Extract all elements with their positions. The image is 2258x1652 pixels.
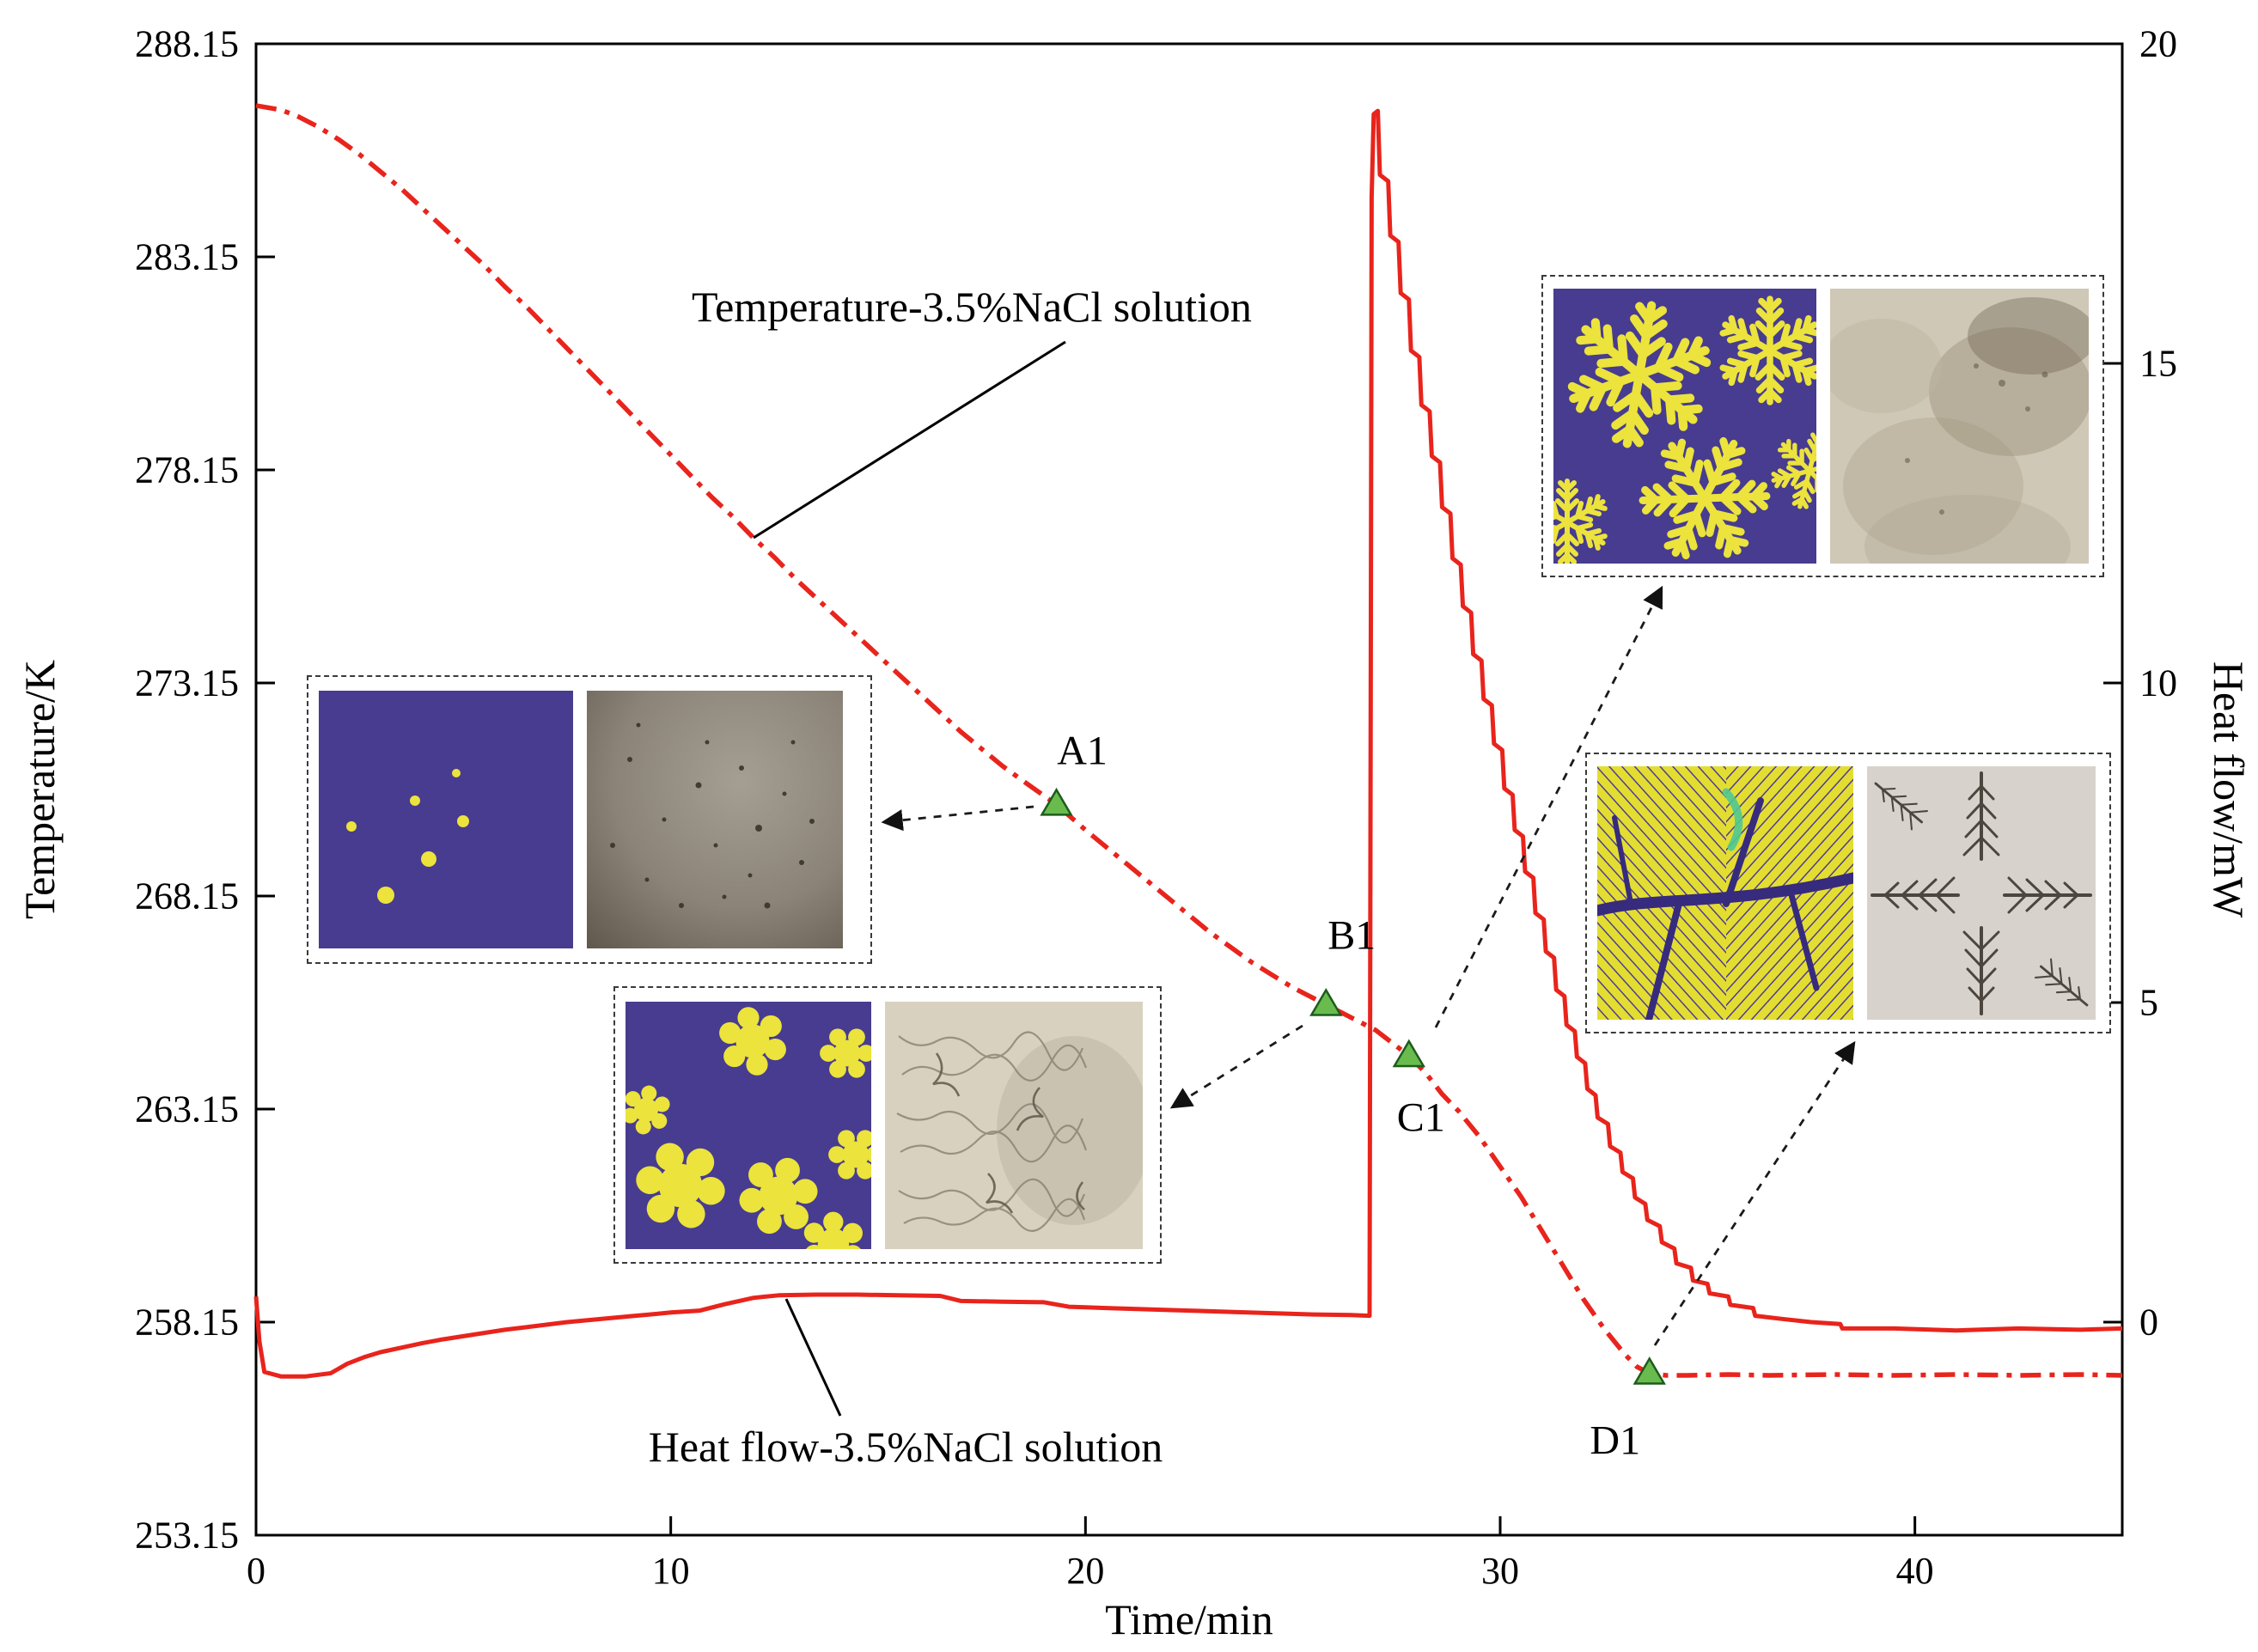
y-left-tick-label: 273.15 [135,661,239,704]
y-right-tick-label: 15 [2139,342,2177,385]
x-tick-label: 30 [1481,1550,1519,1592]
label-leader-lines [753,340,1066,1417]
arrow-c1-to-inset [1434,585,1663,1028]
plot-frame [254,42,2124,1537]
marker-label-d1: D1 [1590,1417,1641,1464]
y-left-axis-title: Temperature/K [15,660,64,919]
y-right-tick-label: 0 [2139,1301,2158,1344]
annotation-arrows [881,585,1856,1346]
inset-b1-growth [613,986,1162,1264]
inset-d1-micrograph-image [1867,766,2096,1020]
inset-a1-nucleation [307,675,872,964]
heatflow-curve-label: Heat flow-3.5%NaCl solution [648,1423,1163,1471]
heatflow-label-leader [784,1298,842,1417]
y-left-tick-label: 253.15 [135,1514,239,1557]
inset-c1-micrograph-image [1830,289,2089,564]
y-left-tick-label: 288.15 [135,22,239,65]
y-right-tick-label: 20 [2139,22,2177,65]
arrow-b1-to-inset [1169,1024,1303,1109]
y-left-tick-label: 268.15 [135,875,239,917]
temperature-label-leader [753,340,1066,539]
marker-c1 [1392,1039,1425,1068]
temperature-curve [255,103,2123,1378]
y-left-tick-label: 258.15 [135,1301,239,1344]
y-left-tick-label: 278.15 [135,448,239,491]
x-tick-label: 40 [1895,1550,1934,1592]
temperature-curve-label: Temperature-3.5%NaCl solution [692,283,1252,331]
marker-b1 [1309,988,1343,1016]
marker-d1 [1632,1356,1666,1385]
marker-label-b1: B1 [1327,912,1376,959]
arrow-a1-to-inset [881,805,1034,832]
inset-c1-dendrites [1541,275,2104,577]
heat-flow-curve [253,108,2123,1379]
x-axis-title: Time/min [1105,1595,1273,1643]
inset-b1-micrograph-image [885,1001,1143,1249]
y-right-axis-title: Heat flow/mW [2205,661,2253,918]
arrow-d1-to-inset [1653,1040,1856,1346]
x-tick-label: 20 [1066,1550,1105,1592]
inset-b1-simulation-image [626,1001,871,1249]
inset-d1-solidified [1585,753,2111,1033]
marker-label-c1: C1 [1396,1094,1445,1141]
inset-a1-simulation-image [319,691,573,948]
x-tick-label: 0 [247,1550,265,1592]
y-left-tick-label: 263.15 [135,1088,239,1131]
inset-a1-micrograph-image [587,691,843,948]
x-tick-label: 10 [651,1550,690,1592]
marker-label-a1: A1 [1057,728,1108,774]
inset-d1-simulation-image [1597,766,1853,1020]
y-right-tick-label: 10 [2139,661,2177,704]
marker-a1 [1040,787,1073,816]
y-right-tick-label: 5 [2139,981,2158,1024]
inset-c1-simulation-image [1553,289,1816,564]
stage-markers [1040,787,1666,1385]
y-left-tick-label: 283.15 [135,235,239,278]
